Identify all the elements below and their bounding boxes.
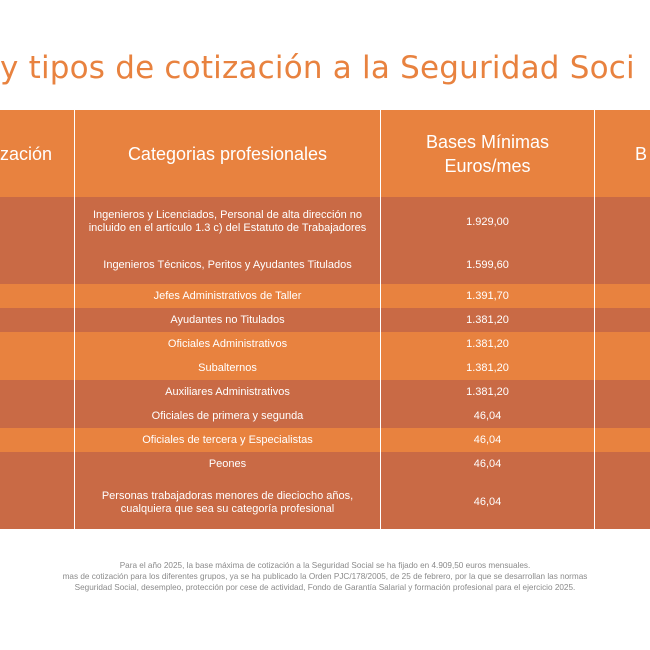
group-cell [0, 308, 75, 332]
min-base-cell: 1.929,00 [381, 197, 595, 247]
header-max-base: B [635, 143, 648, 164]
min-base-cell: 1.599,60 [381, 247, 595, 284]
max-base-cell [595, 197, 650, 247]
table-row: Auxiliares Administrativos 1.381,20 [0, 380, 650, 404]
group-cell [0, 332, 75, 356]
table-row: Oficiales de primera y segunda 46,04 [0, 404, 650, 428]
group-cell [0, 404, 75, 428]
table-body: Ingenieros y Licenciados, Personal de al… [0, 197, 650, 529]
table-row: Oficiales Administrativos 1.381,20 [0, 332, 650, 356]
category-cell: Personas trabajadoras menores de diecioc… [75, 476, 381, 529]
category-cell: Ayudantes no Titulados [75, 308, 381, 332]
group-cell [0, 197, 75, 247]
max-base-cell [595, 332, 650, 356]
max-base-cell [595, 247, 650, 284]
category-cell: Ingenieros y Licenciados, Personal de al… [75, 197, 381, 247]
header-categories: Categorias profesionales [75, 110, 381, 197]
max-base-cell [595, 356, 650, 380]
page-title: y tipos de cotización a la Seguridad Soc… [0, 50, 635, 86]
category-cell: Jefes Administrativos de Taller [75, 284, 381, 308]
max-base-cell [595, 380, 650, 404]
group-cell [0, 284, 75, 308]
min-base-cell: 1.381,20 [381, 332, 595, 356]
category-cell: Auxiliares Administrativos [75, 380, 381, 404]
table-row: Subalternos 1.381,20 [0, 356, 650, 380]
table-row: Peones 46,04 [0, 452, 650, 476]
footnote-line: Seguridad Social, desempleo, protección … [74, 583, 576, 592]
footnote: Para el año 2025, la base máxima de coti… [0, 560, 650, 593]
max-base-cell [595, 404, 650, 428]
min-base-cell: 1.381,20 [381, 380, 595, 404]
max-base-cell [595, 476, 650, 529]
table-row: Ingenieros y Licenciados, Personal de al… [0, 197, 650, 247]
group-cell [0, 452, 75, 476]
group-cell [0, 428, 75, 452]
table-row: Ayudantes no Titulados 1.381,20 [0, 308, 650, 332]
category-cell: Oficiales Administrativos [75, 332, 381, 356]
table-row: Personas trabajadoras menores de diecioc… [0, 476, 650, 529]
min-base-cell: 46,04 [381, 428, 595, 452]
header-group: zación [0, 110, 75, 197]
footnote-line: Para el año 2025, la base máxima de coti… [119, 561, 531, 570]
footnote-line: mas de cotización para los diferentes gr… [62, 572, 588, 581]
table-header: zación Categorias profesionales Bases Mí… [0, 110, 650, 197]
group-cell [0, 356, 75, 380]
category-cell: Peones [75, 452, 381, 476]
min-base-cell: 46,04 [381, 404, 595, 428]
max-base-cell [595, 284, 650, 308]
group-cell [0, 247, 75, 284]
table-row: Ingenieros Técnicos, Peritos y Ayudantes… [0, 247, 650, 284]
category-cell: Oficiales de tercera y Especialistas [75, 428, 381, 452]
max-base-cell [595, 452, 650, 476]
min-base-cell: 1.381,20 [381, 356, 595, 380]
min-base-cell: 46,04 [381, 476, 595, 529]
category-cell: Oficiales de primera y segunda [75, 404, 381, 428]
contribution-table: zación Categorias profesionales Bases Mí… [0, 110, 650, 529]
table-row: Oficiales de tercera y Especialistas 46,0… [0, 428, 650, 452]
table-row: Jefes Administrativos de Taller 1.391,70 [0, 284, 650, 308]
min-base-cell: 1.391,70 [381, 284, 595, 308]
header-min-base: Bases Mínimas Euros/mes [381, 110, 595, 197]
max-base-cell [595, 308, 650, 332]
category-cell: Ingenieros Técnicos, Peritos y Ayudantes… [75, 247, 381, 284]
header-min-base-label: Bases Mínimas Euros/mes [425, 131, 550, 176]
min-base-cell: 1.381,20 [381, 308, 595, 332]
category-cell: Subalternos [75, 356, 381, 380]
max-base-cell [595, 428, 650, 452]
group-cell [0, 476, 75, 529]
min-base-cell: 46,04 [381, 452, 595, 476]
group-cell [0, 380, 75, 404]
